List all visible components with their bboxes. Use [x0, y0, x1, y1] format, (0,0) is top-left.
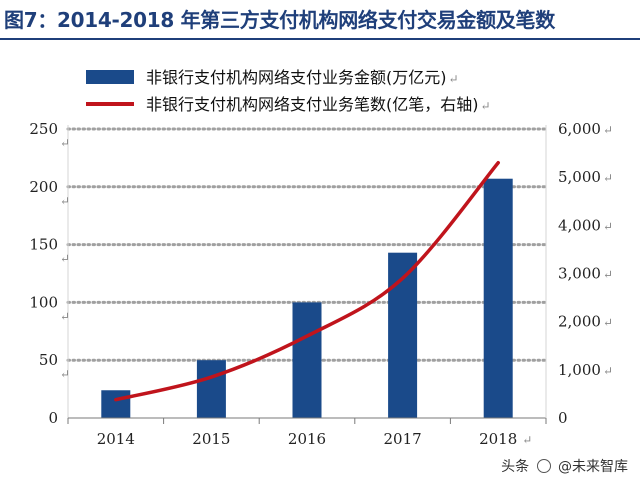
left-tick-label: 250	[29, 120, 58, 138]
left-axis-ticks: 050↵100↵150↵200↵250↵	[29, 120, 70, 427]
x-tick-label: 2018	[479, 430, 517, 448]
left-tick-label: 50	[39, 351, 58, 369]
bar	[101, 390, 131, 418]
x-tick-label: 2016	[288, 430, 326, 448]
legend-label: 非银行支付机构网络支付业务笔数(亿笔，右轴)	[146, 95, 479, 114]
return-glyph: ↵	[60, 309, 70, 323]
right-tick-label: 6,000	[558, 120, 601, 138]
right-tick-label: 4,000	[558, 216, 601, 234]
return-glyph: ↵	[449, 72, 459, 86]
return-glyph: ↵	[481, 99, 491, 113]
figure-title: 图7：2014-2018 年第三方支付机构网络支付交易金额及笔数	[4, 8, 555, 32]
x-axis-ticks: 2014 2015 2016 2017 2018 ↵	[97, 430, 533, 448]
bar-series	[101, 178, 513, 418]
left-tick-label: 200	[29, 178, 58, 196]
right-tick-label: 3,000	[558, 265, 601, 283]
right-tick-label: 5,000	[558, 168, 601, 186]
x-tick-label: 2014	[97, 430, 135, 448]
bar	[292, 302, 322, 418]
return-glyph: ↵	[603, 316, 613, 330]
watermark: 头条 @未来智库	[497, 455, 632, 477]
return-glyph: ↵	[60, 194, 70, 208]
legend-swatch-bar	[86, 70, 134, 84]
line-path	[114, 160, 500, 402]
right-axis-ticks: 01,000 ↵2,000 ↵3,000 ↵4,000 ↵5,000 ↵6,000 ↵	[558, 120, 613, 427]
return-glyph: ↵	[60, 252, 70, 266]
return-glyph: ↵	[603, 171, 613, 185]
right-tick-label: 0	[558, 409, 568, 427]
line-series	[114, 160, 500, 402]
return-glyph: ↵	[603, 268, 613, 282]
left-tick-label: 0	[48, 409, 58, 427]
return-glyph: ↵	[522, 433, 532, 447]
left-tick-label: 100	[29, 293, 58, 311]
return-glyph: ↵	[60, 367, 70, 381]
watermark-handle: @未来智库	[558, 459, 628, 475]
bar	[196, 360, 226, 418]
legend-label: 非银行支付机构网络支付业务金额(万亿元)	[146, 68, 447, 87]
right-tick-label: 1,000	[558, 361, 601, 379]
x-tick-label: 2015	[192, 430, 230, 448]
legend: 非银行支付机构网络支付业务金额(万亿元) ↵非银行支付机构网络支付业务笔数(亿笔，…	[86, 68, 491, 114]
bar	[483, 178, 513, 418]
right-tick-label: 2,000	[558, 313, 601, 331]
return-glyph: ↵	[60, 136, 70, 150]
left-tick-label: 150	[29, 236, 58, 254]
watermark-prefix: 头条	[501, 459, 530, 475]
logo-icon	[536, 459, 551, 473]
return-glyph: ↵	[603, 364, 613, 378]
x-tick-label: 2017	[384, 430, 422, 448]
return-glyph: ↵	[603, 219, 613, 233]
title-underline	[0, 38, 640, 40]
axes	[67, 125, 547, 424]
return-glyph: ↵	[603, 123, 613, 137]
